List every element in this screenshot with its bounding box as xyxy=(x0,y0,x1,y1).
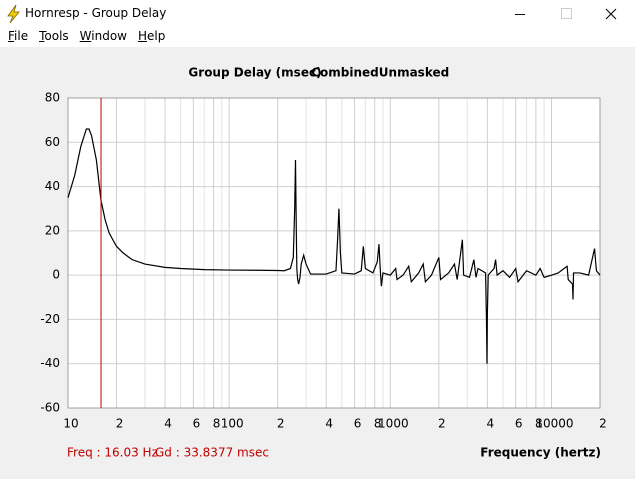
group-delay-line xyxy=(67,128,601,364)
x-tick-label: 8 xyxy=(374,417,382,431)
x-axis-label: Frequency (hertz) xyxy=(480,446,601,460)
y-tick-label: 0 xyxy=(52,268,60,282)
maximize-button[interactable] xyxy=(561,8,572,19)
x-tick-label: 1000 xyxy=(378,417,409,431)
y-tick-label: -60 xyxy=(40,401,60,415)
title-bar: Hornresp - Group Delay xyxy=(0,0,635,28)
x-tick-label: 8 xyxy=(535,417,543,431)
x-tick-label: 2 xyxy=(438,417,446,431)
x-tick-label: 2 xyxy=(277,417,285,431)
x-tick-label: 4 xyxy=(164,417,172,431)
y-tick-label: -20 xyxy=(40,312,60,326)
x-tick-label: 8 xyxy=(213,417,221,431)
cursor-gd: Gd : 33.8377 msec xyxy=(155,446,269,460)
x-tick-label: 10 xyxy=(63,417,78,431)
cursor-freq: Freq : 16.03 Hz xyxy=(67,446,158,460)
y-tick-label: 20 xyxy=(45,223,60,237)
y-tick-label: 60 xyxy=(45,135,60,149)
close-button[interactable] xyxy=(605,8,617,20)
chart-subtitle: Unmasked xyxy=(379,66,449,80)
menu-item[interactable]: Help xyxy=(138,29,166,43)
plot-border xyxy=(67,97,601,409)
y-tick-label: 80 xyxy=(45,91,60,105)
menu-bar: File Tools Window Help xyxy=(0,28,635,47)
x-tick-label: 6 xyxy=(193,417,201,431)
app-icon xyxy=(7,4,20,24)
chart-subtitle: Combined xyxy=(311,66,379,80)
x-tick-label: 4 xyxy=(325,417,333,431)
y-tick-label: -40 xyxy=(40,356,60,370)
chart-title: Group Delay (msec) xyxy=(188,66,321,80)
x-tick-label: 100 xyxy=(221,417,244,431)
x-tick-label: 6 xyxy=(354,417,362,431)
menu-item[interactable]: Window xyxy=(79,29,127,43)
x-tick-label: 4 xyxy=(487,417,495,431)
y-tick-label: 40 xyxy=(45,179,60,193)
window-controls[interactable] xyxy=(510,0,630,28)
x-tick-label: 2 xyxy=(116,417,124,431)
menu-item[interactable]: File xyxy=(8,29,29,43)
menu-item[interactable]: Tools xyxy=(39,29,69,43)
x-tick-label: 10000 xyxy=(535,417,573,431)
x-tick-label: 6 xyxy=(515,417,523,431)
x-tick-label: 2 xyxy=(599,417,607,431)
window-title: Hornresp - Group Delay xyxy=(25,6,167,20)
plot-area xyxy=(68,98,600,408)
